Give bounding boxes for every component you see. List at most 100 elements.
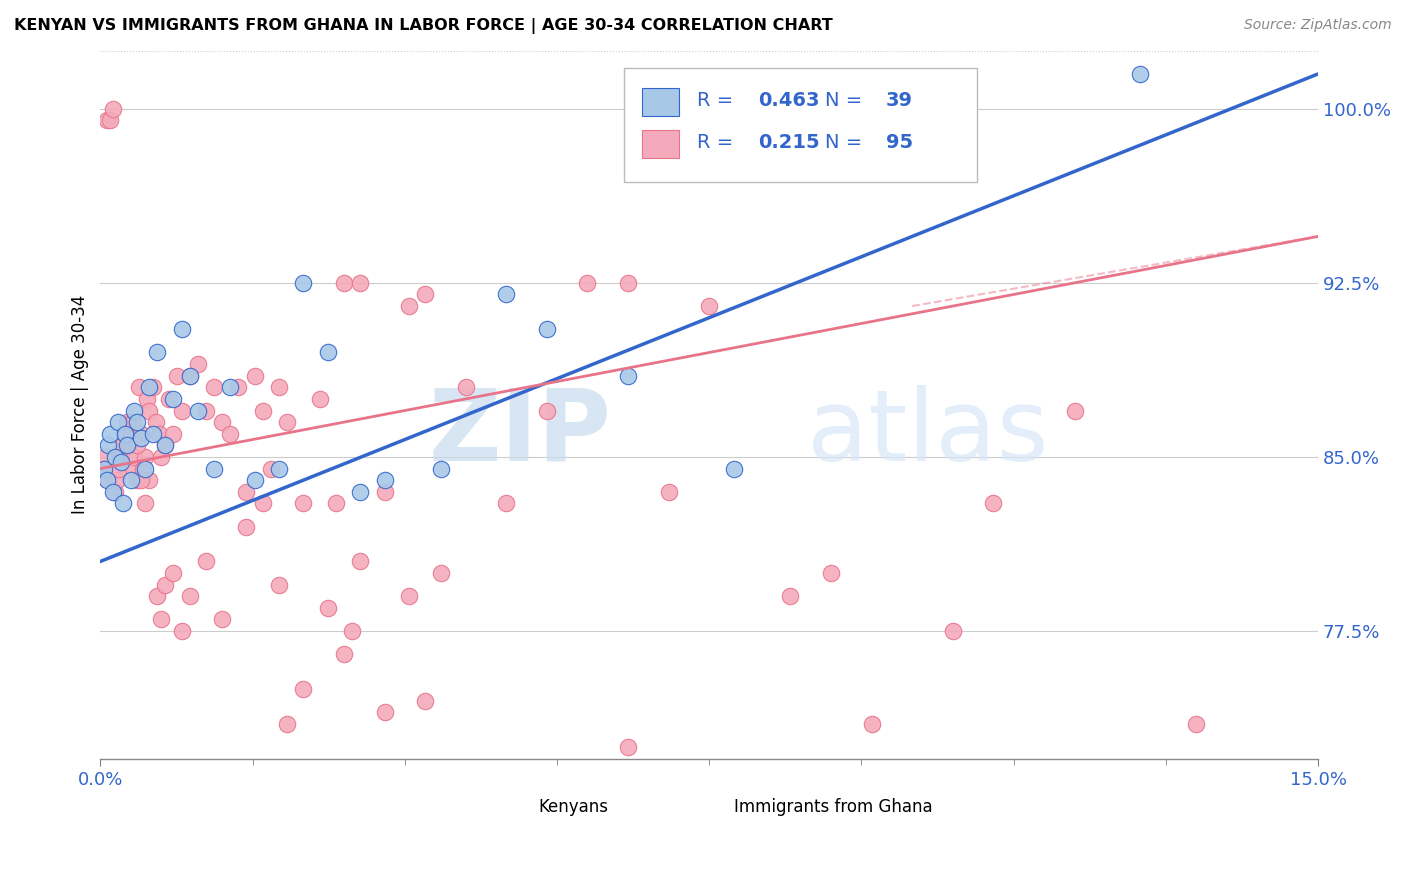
Y-axis label: In Labor Force | Age 30-34: In Labor Force | Age 30-34 [72, 295, 89, 515]
Point [276, 717, 298, 731]
Point [148, 426, 170, 441]
Point [120, 426, 142, 441]
Point [243, 473, 266, 487]
Bar [690, 782, 727, 807]
Point [187, 403, 209, 417]
Point [138, 473, 160, 487]
Point [150, 612, 173, 626]
Point [134, 461, 156, 475]
Text: Source: ZipAtlas.com: Source: ZipAtlas.com [1244, 18, 1392, 32]
Point [125, 473, 148, 487]
Point [252, 496, 274, 510]
Point [170, 624, 193, 639]
Point [146, 589, 169, 603]
Point [157, 392, 180, 406]
Point [617, 276, 640, 290]
Point [110, 450, 132, 464]
Point [495, 287, 517, 301]
Point [91, 461, 114, 475]
Point [101, 484, 124, 499]
Point [243, 368, 266, 383]
Point [142, 426, 165, 441]
Text: 0.463: 0.463 [758, 91, 820, 110]
Text: 39: 39 [886, 91, 912, 110]
Point [292, 276, 315, 290]
Point [292, 496, 315, 510]
Point [267, 380, 290, 394]
Point [697, 299, 720, 313]
Point [101, 102, 124, 116]
Point [179, 368, 201, 383]
Point [179, 368, 201, 383]
Point [194, 403, 217, 417]
Point [107, 415, 129, 429]
Point [162, 566, 184, 580]
Point [146, 345, 169, 359]
Point [125, 415, 148, 429]
Point [820, 566, 842, 580]
Point [430, 566, 453, 580]
Point [260, 461, 283, 475]
Point [316, 600, 339, 615]
Point [110, 455, 132, 469]
Point [170, 403, 193, 417]
Point [96, 473, 118, 487]
Point [219, 426, 242, 441]
Point [495, 496, 517, 510]
Point [617, 368, 640, 383]
Point [942, 624, 965, 639]
Point [142, 380, 165, 394]
Point [134, 450, 156, 464]
Point [536, 403, 558, 417]
Point [413, 287, 436, 301]
Point [136, 392, 159, 406]
Point [166, 368, 188, 383]
Point [349, 484, 371, 499]
Point [170, 322, 193, 336]
Point [333, 276, 356, 290]
Point [860, 717, 883, 731]
Point [325, 496, 347, 510]
Point [333, 648, 356, 662]
Point [252, 403, 274, 417]
Point [150, 450, 173, 464]
Point [316, 345, 339, 359]
Point [104, 484, 127, 499]
Point [454, 380, 477, 394]
Point [373, 706, 395, 720]
Point [155, 438, 177, 452]
Point [723, 461, 745, 475]
Point [112, 496, 135, 510]
Point [115, 415, 138, 429]
Point [138, 380, 160, 394]
Point [340, 624, 363, 639]
Point [94, 450, 117, 464]
FancyBboxPatch shape [624, 69, 977, 182]
Text: R =: R = [697, 91, 734, 110]
Point [97, 438, 120, 452]
Point [179, 589, 201, 603]
Point [398, 589, 420, 603]
Point [134, 496, 156, 510]
Point [779, 589, 801, 603]
Point [114, 426, 136, 441]
Point [108, 461, 131, 475]
Text: atlas: atlas [807, 384, 1049, 482]
Text: Kenyans: Kenyans [538, 797, 609, 815]
Point [211, 612, 233, 626]
Point [349, 554, 371, 568]
Point [1185, 717, 1208, 731]
Bar [643, 87, 679, 116]
Point [617, 740, 640, 755]
Point [162, 426, 184, 441]
Point [983, 496, 1005, 510]
Point [308, 392, 330, 406]
Point [267, 577, 290, 591]
Point [202, 380, 225, 394]
Point [96, 113, 118, 128]
Point [1063, 403, 1085, 417]
Point [105, 473, 128, 487]
Point [430, 461, 453, 475]
Point [658, 484, 681, 499]
Point [98, 113, 121, 128]
